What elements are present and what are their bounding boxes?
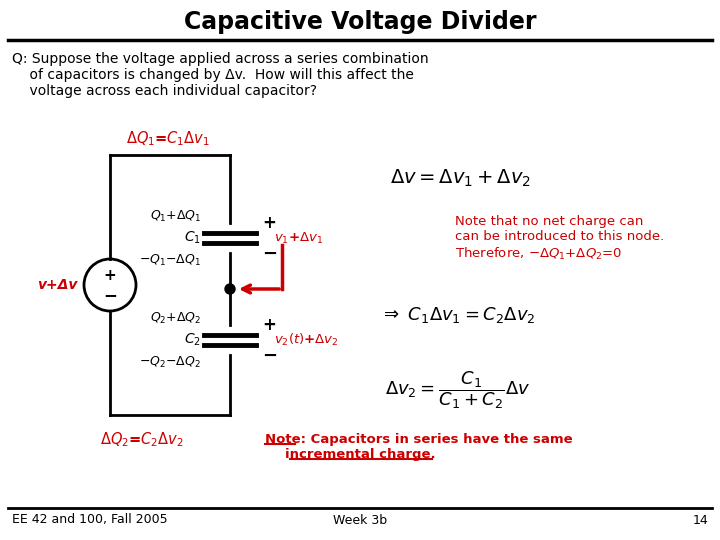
Text: v+Δv: v+Δv [37,278,77,292]
Text: $\Delta Q_2$=$C_2\Delta v_2$: $\Delta Q_2$=$C_2\Delta v_2$ [100,430,184,449]
Text: Note that no net charge can: Note that no net charge can [455,215,644,228]
Text: Week 3b: Week 3b [333,514,387,526]
Text: +: + [262,316,276,334]
Text: $C_1$: $C_1$ [184,230,201,246]
Text: $\Delta Q_1$=$C_1\Delta v_1$: $\Delta Q_1$=$C_1\Delta v_1$ [126,129,210,148]
Text: −: − [262,245,277,263]
Text: voltage across each individual capacitor?: voltage across each individual capacitor… [12,84,317,98]
Text: $-Q_1$$-$$\Delta Q_1$: $-Q_1$$-$$\Delta Q_1$ [139,252,201,267]
Circle shape [225,284,235,294]
Text: can be introduced to this node.: can be introduced to this node. [455,230,665,243]
Text: Capacitive Voltage Divider: Capacitive Voltage Divider [184,10,536,34]
Text: +: + [104,268,117,284]
Text: $-Q_2$$-$$\Delta Q_2$: $-Q_2$$-$$\Delta Q_2$ [139,354,201,369]
Text: of capacitors is changed by Δv.  How will this affect the: of capacitors is changed by Δv. How will… [12,68,414,82]
Text: Note: Capacitors in series have the same: Note: Capacitors in series have the same [265,433,572,446]
Text: incremental charge.: incremental charge. [284,448,436,461]
Text: $Q_2$+$\Delta Q_2$: $Q_2$+$\Delta Q_2$ [150,310,201,326]
Text: −: − [262,347,277,365]
Text: Therefore, $-\Delta Q_1$+$\Delta Q_2$=0: Therefore, $-\Delta Q_1$+$\Delta Q_2$=0 [455,246,622,262]
Text: +: + [262,214,276,232]
Text: $\Delta v_2 = \dfrac{C_1}{C_1+C_2}\Delta v$: $\Delta v_2 = \dfrac{C_1}{C_1+C_2}\Delta… [385,369,531,411]
Text: −: − [103,286,117,304]
Text: $\Delta v = \Delta v_1 + \Delta v_2$: $\Delta v = \Delta v_1 + \Delta v_2$ [390,167,531,188]
Text: $v_1$+$\Delta v_1$: $v_1$+$\Delta v_1$ [274,231,323,246]
Text: 14: 14 [692,514,708,526]
Text: $\Rightarrow \ C_1\Delta v_1 = C_2\Delta v_2$: $\Rightarrow \ C_1\Delta v_1 = C_2\Delta… [380,305,536,325]
Text: $v_2(t)$+$\Delta v_2$: $v_2(t)$+$\Delta v_2$ [274,332,338,348]
Text: EE 42 and 100, Fall 2005: EE 42 and 100, Fall 2005 [12,514,168,526]
Text: $Q_1$+$\Delta Q_1$: $Q_1$+$\Delta Q_1$ [150,208,201,224]
Text: Q: Suppose the voltage applied across a series combination: Q: Suppose the voltage applied across a … [12,52,428,66]
Text: $C_2$: $C_2$ [184,332,201,348]
